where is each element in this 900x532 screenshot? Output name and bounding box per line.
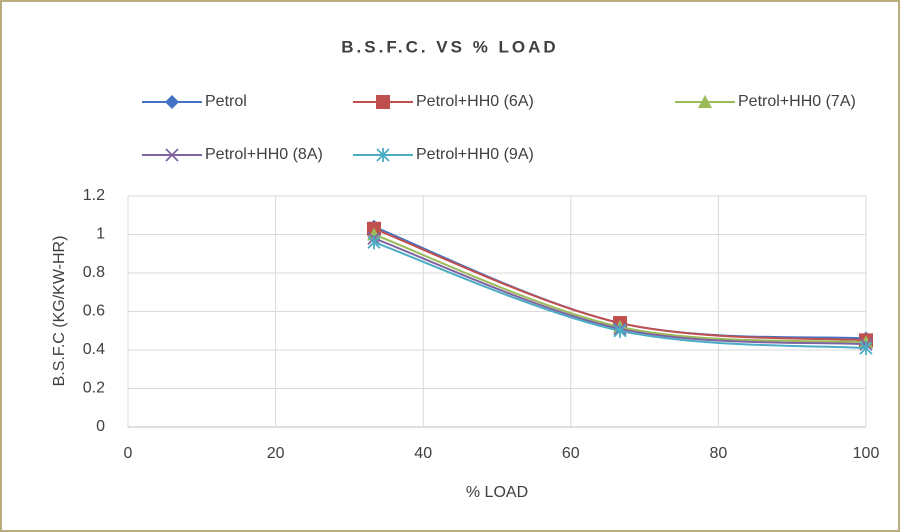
y-tick-label: 0.8 [83, 264, 105, 281]
marker [698, 95, 712, 108]
x-tick-label: 40 [414, 445, 432, 462]
y-tick-label: 0.4 [83, 341, 105, 358]
legend-label: Petrol+HH0 (7A) [738, 93, 856, 110]
marker [367, 235, 381, 250]
y-tick-label: 0.6 [83, 303, 105, 320]
legend-label: Petrol+HH0 (8A) [205, 146, 323, 163]
marker [613, 323, 627, 338]
marker [376, 148, 390, 162]
marker [366, 227, 381, 241]
marker [859, 341, 873, 356]
legend-label: Petrol [205, 93, 247, 110]
x-axis-label: % LOAD [466, 484, 528, 501]
y-axis-label: B.S.F.C (KG/KW-HR) [51, 236, 68, 387]
x-tick-label: 80 [710, 445, 728, 462]
x-tick-label: 60 [562, 445, 580, 462]
y-tick-label: 0.2 [83, 380, 105, 397]
legend-label: Petrol+HH0 (6A) [416, 93, 534, 110]
x-tick-label: 20 [267, 445, 285, 462]
legend-label: Petrol+HH0 (9A) [416, 146, 534, 163]
x-tick-label: 0 [124, 445, 133, 462]
marker [165, 95, 179, 109]
y-tick-label: 1 [96, 226, 105, 243]
y-tick-label: 0 [96, 418, 105, 435]
y-tick-label: 1.2 [83, 187, 105, 204]
x-tick-label: 100 [853, 445, 880, 462]
marker [376, 95, 390, 109]
chart-title: B.S.F.C. VS % LOAD [341, 37, 558, 56]
marker [165, 148, 179, 162]
